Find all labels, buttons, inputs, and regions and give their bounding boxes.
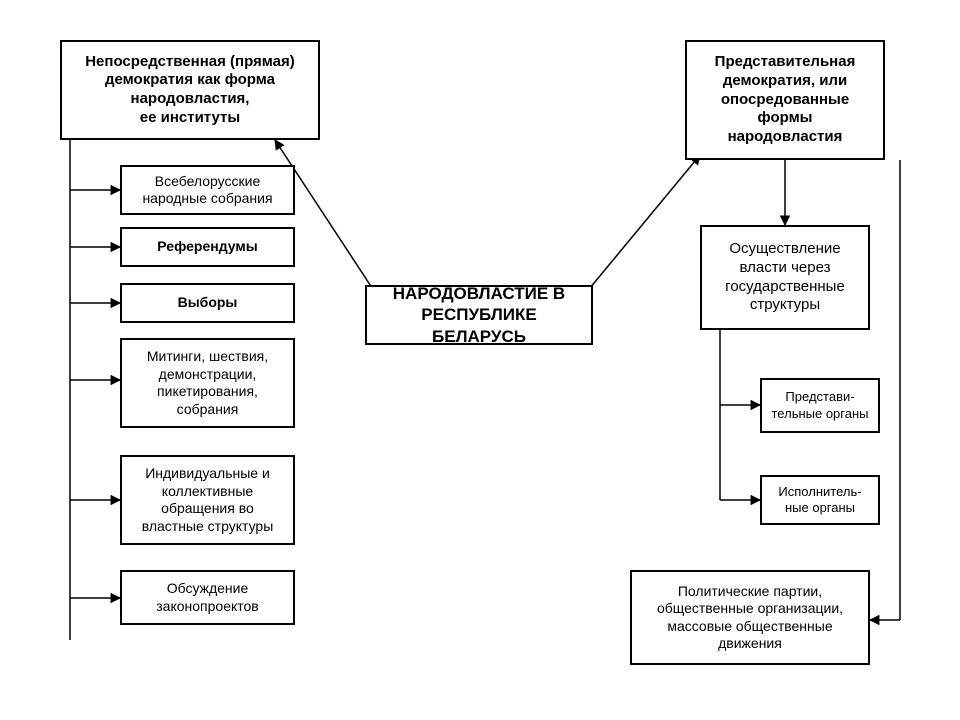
left-item-4-l4: властные структуры [142,518,274,536]
left-item-0-l2: народные собрания [142,190,272,208]
left-header-l4: ее институты [85,109,295,128]
left-item-2-l1: Выборы [178,294,238,312]
left-item-3-l3: пикетирования, [147,383,268,401]
right-mid-box: Осуществление власти через государственн… [700,225,870,330]
left-header-box: Непосредственная (прямая) демократия как… [60,40,320,140]
right-header-l3: опосредованные [715,91,856,110]
right-header-l4: формы [715,109,856,128]
left-header-l2: демократия как форма [85,71,295,90]
right-bottom-box: Политические партии, общественные органи… [630,570,870,665]
right-header-l2: демократия, или [715,72,856,91]
left-item-3-l2: демонстрации, [147,366,268,384]
center-line1: НАРОДОВЛАСТИЕ В [373,283,585,304]
left-item-1: Референдумы [120,227,295,267]
center-title-box: НАРОДОВЛАСТИЕ В РЕСПУБЛИКЕ БЕЛАРУСЬ [365,285,593,345]
right-bottom-l2: общественные организации, [657,600,843,618]
center-line2: РЕСПУБЛИКЕ БЕЛАРУСЬ [373,304,585,347]
left-item-3: Митинги, шествия, демонстрации, пикетиро… [120,338,295,428]
left-item-4-l2: коллективные [142,483,274,501]
right-sub-1-l1: Исполнитель- [778,484,861,500]
right-mid-l1: Осуществление [725,240,845,259]
left-item-5: Обсуждение законопроектов [120,570,295,625]
right-bottom-l4: движения [657,635,843,653]
right-header-box: Представительная демократия, или опосред… [685,40,885,160]
left-item-5-l1: Обсуждение [156,580,259,598]
left-item-4-l3: обращения во [142,500,274,518]
right-header-l5: народовластия [715,128,856,147]
right-mid-l4: структуры [725,296,845,315]
right-header-l1: Представительная [715,53,856,72]
right-mid-l2: власти через [725,259,845,278]
right-sub-1: Исполнитель- ные органы [760,475,880,525]
left-header-l1: Непосредственная (прямая) [85,53,295,72]
right-bottom-l1: Политические партии, [657,583,843,601]
left-item-3-l1: Митинги, шествия, [147,348,268,366]
right-sub-0-l1: Представи- [772,389,869,405]
right-sub-0: Представи- тельные органы [760,378,880,433]
right-sub-1-l2: ные органы [778,500,861,516]
left-header-l3: народовластия, [85,90,295,109]
right-mid-l3: государственные [725,278,845,297]
left-item-0: Всебелорусские народные собрания [120,165,295,215]
left-item-0-l1: Всебелорусские [142,173,272,191]
left-item-3-l4: собрания [147,401,268,419]
left-item-2: Выборы [120,283,295,323]
right-bottom-l3: массовые общественные [657,618,843,636]
left-item-4-l1: Индивидуальные и [142,465,274,483]
left-item-4: Индивидуальные и коллективные обращения … [120,455,295,545]
left-item-1-l1: Референдумы [157,238,257,256]
left-item-5-l2: законопроектов [156,598,259,616]
right-sub-0-l2: тельные органы [772,406,869,422]
